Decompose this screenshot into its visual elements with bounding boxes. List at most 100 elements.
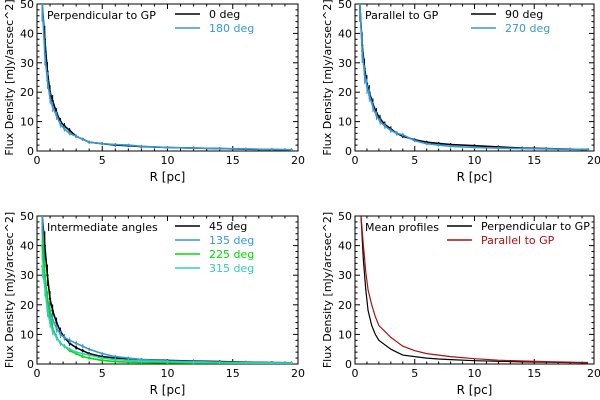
series-0-deg (41, 4, 293, 151)
x-tick-label: 5 (411, 154, 418, 167)
x-tick-label: 20 (587, 367, 600, 380)
data-point (497, 146, 500, 150)
data-point (43, 285, 47, 289)
data-point (101, 359, 104, 362)
x-tick-label: 10 (468, 154, 482, 167)
data-point (41, 244, 44, 247)
data-point (46, 79, 49, 82)
panel-label: Intermediate angles (47, 221, 158, 234)
data-point (81, 349, 84, 352)
data-point (368, 93, 371, 97)
series-line (360, 216, 589, 364)
data-point (586, 148, 590, 151)
data-point (51, 309, 54, 312)
data-point (48, 297, 52, 301)
data-point (55, 321, 58, 324)
data-point (46, 309, 49, 312)
data-point (473, 146, 476, 149)
data-point (270, 148, 274, 151)
legend-entry: 180 deg (209, 22, 254, 35)
x-tick-label: 0 (352, 367, 359, 380)
data-point (41, 265, 44, 268)
data-point (68, 132, 71, 135)
legend-entry: 135 deg (209, 234, 254, 247)
data-point (389, 129, 393, 132)
x-tick-label: 15 (226, 367, 240, 380)
series-perpendicular-to-gp (360, 216, 589, 364)
data-point (425, 142, 428, 145)
data-point (88, 140, 91, 144)
y-tick-label: 0 (27, 358, 34, 371)
data-point (365, 85, 369, 88)
data-point (59, 123, 62, 126)
x-tick-label: 0 (352, 154, 359, 167)
data-point (41, 4, 44, 6)
data-point (55, 336, 58, 339)
x-tick-label: 5 (411, 367, 418, 380)
x-tick-label: 5 (99, 154, 106, 167)
data-point (375, 114, 378, 117)
data-point (48, 321, 52, 324)
data-point (74, 342, 78, 345)
data-point (521, 147, 524, 150)
data-point (55, 114, 58, 117)
data-point (473, 144, 476, 147)
data-point (371, 105, 375, 109)
data-point (59, 342, 62, 345)
plot-area (360, 216, 589, 364)
data-point (101, 352, 104, 355)
data-point (114, 360, 117, 363)
panel-label: Perpendicular to GP (47, 9, 156, 22)
panel-1: 0 5 10 15 20 0 10 20 30 40 50 R [pc] Flux Density [m… (3, 0, 305, 184)
x-tick-label: 15 (527, 367, 541, 380)
y-tick-label: 10 (20, 116, 34, 129)
data-point (140, 145, 143, 148)
series-line (359, 4, 589, 151)
y-tick-label: 50 (338, 210, 352, 223)
data-point (43, 274, 47, 277)
data-point (68, 339, 71, 342)
x-axis-label: R [pc] (150, 383, 186, 397)
y-tick-label: 30 (20, 57, 34, 70)
data-point (449, 143, 452, 146)
data-point (192, 146, 195, 150)
x-tick-label: 0 (34, 154, 41, 167)
y-tick-label: 20 (20, 299, 34, 312)
legend-entry: Parallel to GP (481, 234, 555, 247)
data-point (218, 361, 221, 364)
y-tick-label: 30 (338, 269, 352, 282)
y-tick-label: 0 (345, 145, 352, 158)
plot-area (358, 4, 590, 151)
data-point (43, 52, 47, 56)
data-point (401, 133, 404, 137)
legend-entry: 225 deg (209, 248, 254, 261)
y-axis-label: Flux Density [mJy/arcsec^2] (3, 0, 16, 156)
data-point (437, 143, 440, 147)
x-tick-label: 20 (587, 154, 600, 167)
data-point (63, 124, 66, 128)
y-axis-label: Flux Density [mJy/arcsec^2] (321, 212, 334, 368)
data-point (63, 345, 66, 348)
data-point (363, 73, 366, 76)
y-tick-label: 0 (27, 145, 34, 158)
panel-3: 0 5 10 15 20 0 10 20 30 40 50 R [pc] Flux Density [m… (3, 210, 305, 397)
data-point (270, 361, 274, 364)
data-point (81, 352, 84, 355)
y-tick-label: 10 (338, 116, 352, 129)
panel-label: Mean profiles (365, 221, 439, 234)
y-tick-label: 10 (20, 328, 34, 341)
series-line (360, 216, 589, 364)
panel-4: 0 5 10 15 20 0 10 20 30 40 50 R [pc] Flux Density [m… (321, 210, 600, 397)
y-tick-label: 40 (338, 240, 352, 253)
data-point (140, 359, 143, 363)
data-point (360, 49, 364, 53)
data-point (48, 96, 52, 100)
data-point (114, 358, 117, 361)
panel-2: 0 5 10 15 20 0 10 20 30 40 50 R [pc] Flux Density [m… (321, 0, 600, 184)
y-tick-label: 20 (20, 86, 34, 99)
panel-label: Parallel to GP (365, 9, 439, 22)
data-point (127, 361, 130, 364)
data-point (88, 348, 91, 351)
x-tick-label: 15 (226, 154, 240, 167)
